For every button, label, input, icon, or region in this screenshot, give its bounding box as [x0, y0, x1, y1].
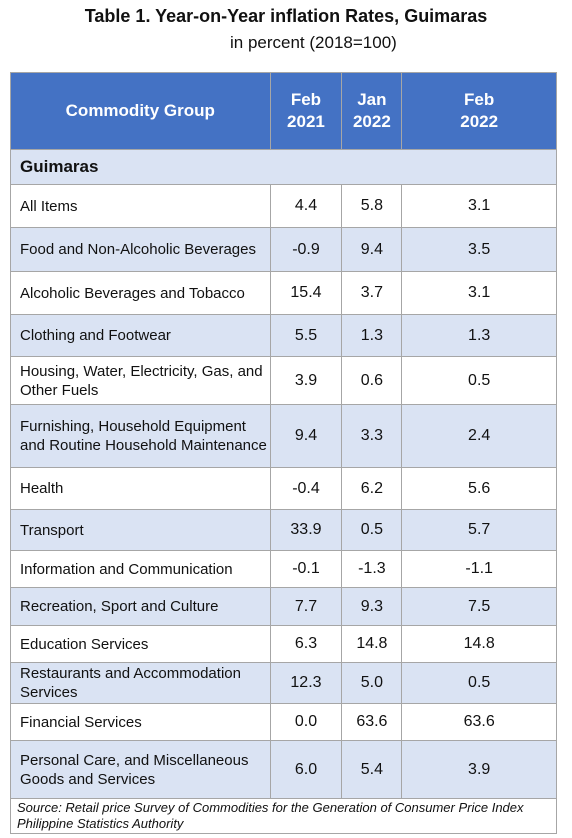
rate-value: 3.9 — [401, 740, 557, 799]
table-row: Education Services 6.3 14.8 14.8 — [10, 625, 557, 663]
commodity-label: Health — [10, 467, 271, 510]
rate-value: 63.6 — [401, 703, 557, 741]
commodity-label: Recreation, Sport and Culture — [10, 587, 271, 626]
rate-value: 3.9 — [269, 356, 343, 405]
rate-value: 3.7 — [341, 271, 403, 315]
table-row: Housing, Water, Electricity, Gas, and Ot… — [10, 356, 557, 405]
subtitle: in percent (2018=100) — [230, 33, 397, 52]
commodity-label: Education Services — [10, 625, 271, 663]
table-row: Financial Services 0.0 63.6 63.6 — [10, 703, 557, 741]
rate-value: 0.5 — [401, 662, 557, 704]
table-row: Alcoholic Beverages and Tobacco 15.4 3.7 3.… — [10, 271, 557, 315]
commodity-label: Furnishing, Household Equipment and Rout… — [10, 404, 271, 468]
table-row: Food and Non-Alcoholic Beverages -0.9 9.4 3… — [10, 227, 557, 272]
table-row: Personal Care, and Miscellaneous Goods a… — [10, 740, 557, 799]
rate-value: 7.7 — [269, 587, 343, 626]
column-header-text: Feb 2022 — [460, 90, 499, 131]
commodity-label: Information and Communication — [10, 550, 271, 588]
rate-value: 2.4 — [401, 404, 557, 468]
rate-value: 5.5 — [269, 314, 343, 357]
table-row: Information and Communication -0.1 -1.3 -1.… — [10, 550, 557, 588]
rate-value: 4.4 — [269, 184, 343, 228]
rate-value: -1.3 — [341, 550, 403, 588]
table-row: Clothing and Footwear 5.5 1.3 1.3 — [10, 314, 557, 357]
column-header: Feb 2021 — [269, 72, 343, 150]
section-label: Guimaras — [10, 149, 557, 185]
table-row: Restaurants and Accommodation Services 12… — [10, 662, 557, 704]
column-header: Jan 2022 — [341, 72, 403, 150]
column-header: Commodity Group — [10, 72, 271, 150]
table-row: Health -0.4 6.2 5.6 — [10, 467, 557, 510]
rate-value: 5.6 — [401, 467, 557, 510]
rate-value: 15.4 — [269, 271, 343, 315]
rate-value: 0.5 — [401, 356, 557, 405]
rate-value: 33.9 — [269, 509, 343, 551]
rate-value: 7.5 — [401, 587, 557, 626]
rate-value: 3.5 — [401, 227, 557, 272]
rate-value: 14.8 — [401, 625, 557, 663]
rate-value: 5.4 — [341, 740, 403, 799]
column-header-text: Feb 2021 — [287, 90, 325, 131]
commodity-label: Financial Services — [10, 703, 271, 741]
rate-value: -0.9 — [269, 227, 343, 272]
rate-value: 5.8 — [341, 184, 403, 228]
inflation-table: Commodity Group Feb 2021 Jan 2022 Feb 2022 … — [10, 72, 557, 834]
rate-value: 3.1 — [401, 271, 557, 315]
rate-value: 6.2 — [341, 467, 403, 510]
table-header: Commodity Group Feb 2021 Jan 2022 Feb 2022 — [10, 72, 557, 150]
rate-value: 1.3 — [401, 314, 557, 357]
rate-value: 63.6 — [341, 703, 403, 741]
rate-value: -1.1 — [401, 550, 557, 588]
table-row: Recreation, Sport and Culture 7.7 9.3 7.5 — [10, 587, 557, 626]
commodity-label: Clothing and Footwear — [10, 314, 271, 357]
table-row: Furnishing, Household Equipment and Rout… — [10, 404, 557, 468]
rate-value: 12.3 — [269, 662, 343, 704]
source-row: Source: Retail price Survey of Commoditi… — [10, 798, 557, 834]
commodity-label: All Items — [10, 184, 271, 228]
rate-value: 0.6 — [341, 356, 403, 405]
commodity-label: Transport — [10, 509, 271, 551]
table-row: All Items 4.4 5.8 3.1 — [10, 184, 557, 228]
rate-value: -0.4 — [269, 467, 343, 510]
commodity-label: Housing, Water, Electricity, Gas, and Ot… — [10, 356, 271, 405]
source-note: Source: Retail price Survey of Commoditi… — [10, 798, 557, 834]
commodity-label: Restaurants and Accommodation Services — [10, 662, 271, 704]
rate-value: 9.4 — [269, 404, 343, 468]
rate-value: 3.3 — [341, 404, 403, 468]
rate-value: 3.1 — [401, 184, 557, 228]
column-header: Feb 2022 — [401, 72, 557, 150]
rate-value: 0.5 — [341, 509, 403, 551]
rate-value: 6.0 — [269, 740, 343, 799]
column-header-text: Commodity Group — [65, 101, 215, 120]
rate-value: 9.3 — [341, 587, 403, 626]
rate-value: 5.0 — [341, 662, 403, 704]
title: Table 1. Year-on-Year inflation Rates, G… — [84, 6, 488, 26]
column-header-text: Jan 2022 — [352, 90, 391, 131]
rate-value: -0.1 — [269, 550, 343, 588]
commodity-label: Food and Non-Alcoholic Beverages — [10, 227, 271, 272]
rate-value: 14.8 — [341, 625, 403, 663]
rate-value: 5.7 — [401, 509, 557, 551]
rate-value: 6.3 — [269, 625, 343, 663]
section-row: Guimaras — [10, 149, 557, 185]
header-row: Commodity Group Feb 2021 Jan 2022 Feb 2022 — [10, 72, 557, 150]
commodity-label: Alcoholic Beverages and Tobacco — [10, 271, 271, 315]
commodity-label: Personal Care, and Miscellaneous Goods a… — [10, 740, 271, 799]
table-row: Transport 33.9 0.5 5.7 — [10, 509, 557, 551]
rate-value: 0.0 — [269, 703, 343, 741]
rate-value: 9.4 — [341, 227, 403, 272]
table-body: Guimaras All Items 4.4 5.8 3.1 Food and Non-… — [10, 149, 557, 834]
rate-value: 1.3 — [341, 314, 403, 357]
